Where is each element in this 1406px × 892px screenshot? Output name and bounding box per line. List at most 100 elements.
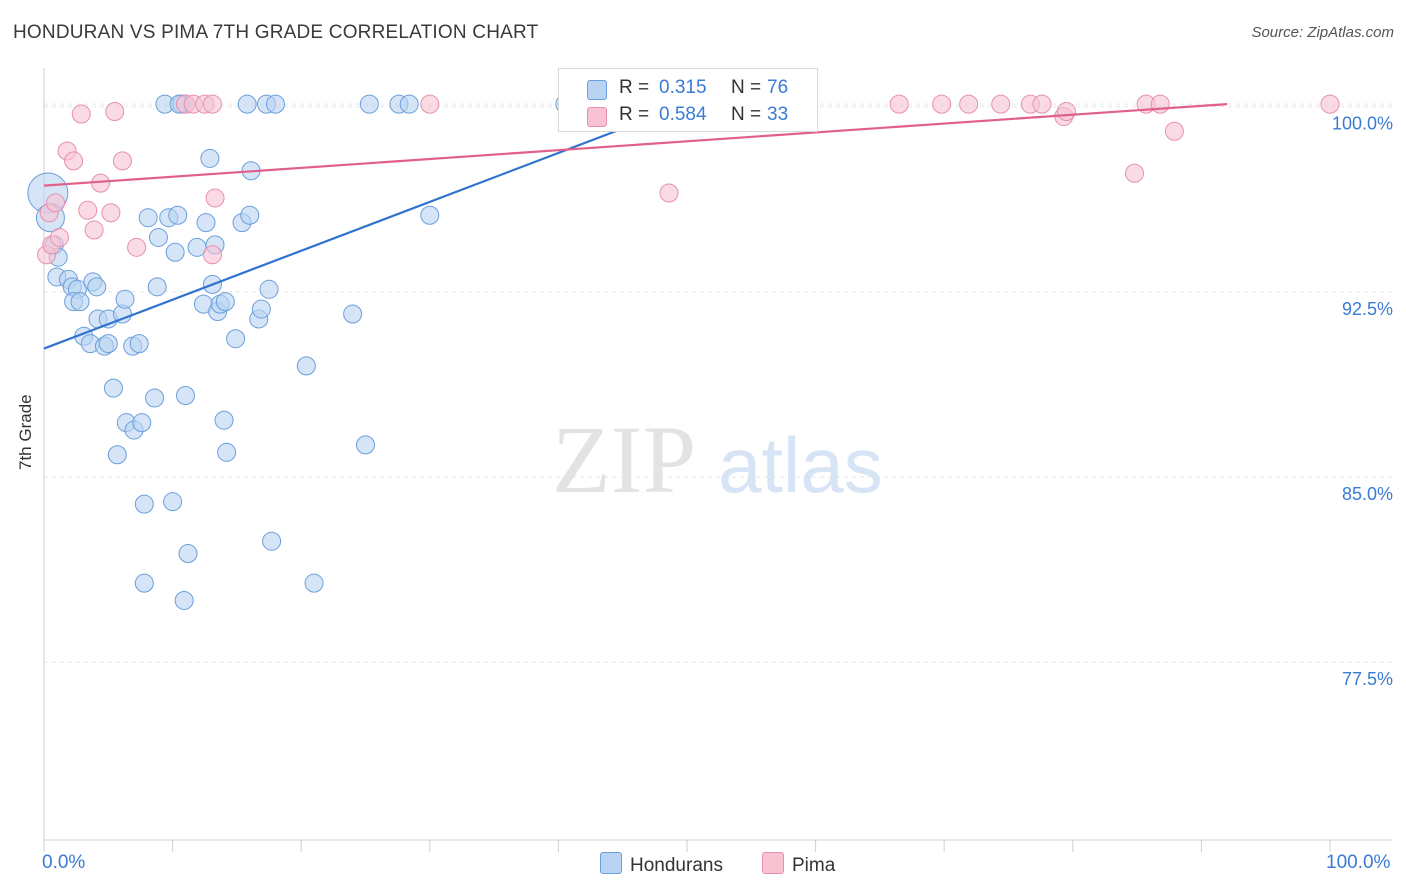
data-point xyxy=(148,227,168,247)
data-point xyxy=(205,188,225,208)
legend-swatch-pima xyxy=(587,107,607,127)
data-point xyxy=(134,573,154,593)
data-point xyxy=(105,102,125,122)
watermark-zip: ZIP xyxy=(552,406,696,513)
data-point xyxy=(1150,94,1170,114)
data-point xyxy=(103,378,123,398)
data-point xyxy=(420,205,440,225)
data-point xyxy=(214,410,234,430)
bottom-legend-label-hondurans: Hondurans xyxy=(630,855,723,876)
data-point xyxy=(217,442,237,462)
trend-line xyxy=(43,98,701,350)
data-point xyxy=(132,413,152,433)
trend-line xyxy=(43,103,1228,187)
data-point xyxy=(356,435,375,455)
legend-r-value: 0.315 xyxy=(659,77,707,98)
legend-r-value: 0.584 xyxy=(659,104,707,125)
y-tick-label: 85.0% xyxy=(1342,484,1393,504)
legend-n-value: 76 xyxy=(767,77,789,98)
data-point xyxy=(200,148,220,168)
data-point xyxy=(107,445,127,465)
data-point xyxy=(226,329,246,349)
data-point xyxy=(112,151,132,171)
stats-legend: R = 0.315 N = 76 R = 0.584 N = 33 xyxy=(558,68,818,132)
chart-title: HONDURAN VS PIMA 7TH GRADE CORRELATION C… xyxy=(13,22,539,43)
data-point xyxy=(265,94,285,114)
data-point xyxy=(1125,163,1145,183)
data-point xyxy=(304,573,324,593)
data-point xyxy=(49,227,69,247)
data-point xyxy=(251,299,271,319)
data-point xyxy=(959,94,979,114)
data-point xyxy=(101,203,121,223)
data-point xyxy=(98,334,118,354)
data-point xyxy=(64,151,84,171)
bottom-legend-swatch-pima xyxy=(762,852,784,874)
data-point xyxy=(165,242,185,262)
data-point xyxy=(174,590,194,610)
data-point xyxy=(262,531,282,551)
data-point xyxy=(202,245,222,265)
y-tick-label: 92.5% xyxy=(1342,299,1393,319)
data-point xyxy=(196,213,216,233)
data-point xyxy=(259,279,279,299)
data-point xyxy=(1164,121,1184,141)
data-point xyxy=(145,388,165,408)
data-point xyxy=(178,544,198,564)
data-point xyxy=(147,277,167,297)
data-point xyxy=(359,94,379,114)
data-point xyxy=(420,94,440,114)
data-point xyxy=(168,205,188,225)
legend-r-label: R = xyxy=(619,77,650,98)
data-point xyxy=(129,334,149,354)
data-point xyxy=(163,492,183,512)
trend-lines xyxy=(43,98,1228,350)
data-point xyxy=(237,94,257,114)
data-point xyxy=(138,208,158,228)
data-point xyxy=(215,292,235,312)
data-point xyxy=(127,237,147,257)
pima-points xyxy=(37,94,1340,265)
watermark: ZIP atlas xyxy=(552,406,883,513)
data-point xyxy=(70,292,90,312)
data-point xyxy=(240,205,260,225)
data-point xyxy=(202,94,222,114)
data-point xyxy=(659,183,679,203)
bottom-legend-pima: Pima xyxy=(762,852,835,877)
data-point xyxy=(115,289,135,309)
data-point xyxy=(71,104,91,124)
legend-n-value: 33 xyxy=(767,104,789,125)
data-point xyxy=(78,200,98,220)
watermark-atlas: atlas xyxy=(718,421,883,509)
data-point xyxy=(1056,102,1076,122)
data-point xyxy=(932,94,952,114)
data-point xyxy=(343,304,363,324)
y-tick-label: 77.5% xyxy=(1342,669,1393,689)
legend-swatch-hondurans xyxy=(587,80,607,100)
hondurans-points xyxy=(27,94,581,610)
y-tick-labels: 77.5% 85.0% 92.5% 100.0% xyxy=(1332,114,1393,690)
data-point xyxy=(991,94,1011,114)
legend-n-label: N = xyxy=(731,104,762,125)
data-point xyxy=(399,94,419,114)
data-point xyxy=(84,220,104,240)
y-tick-label: 100.0% xyxy=(1332,114,1393,134)
x-tick-label-max: 100.0% xyxy=(1326,852,1391,873)
x-tick-label-min: 0.0% xyxy=(42,852,86,873)
source-label: Source: ZipAtlas.com xyxy=(1251,24,1394,41)
data-point xyxy=(134,494,154,514)
data-point xyxy=(296,356,316,376)
legend-r-label: R = xyxy=(619,104,650,125)
bottom-legend-swatch-hondurans xyxy=(600,852,622,874)
data-point xyxy=(889,94,909,114)
data-point xyxy=(175,385,195,405)
data-point xyxy=(46,193,66,213)
bottom-legend-label-pima: Pima xyxy=(792,855,836,876)
data-point xyxy=(1320,94,1340,114)
bottom-legend-hondurans: Hondurans xyxy=(600,852,723,877)
data-point xyxy=(1032,94,1052,114)
legend-n-label: N = xyxy=(731,77,762,98)
data-point xyxy=(87,277,107,297)
grid-lines xyxy=(44,103,1392,663)
